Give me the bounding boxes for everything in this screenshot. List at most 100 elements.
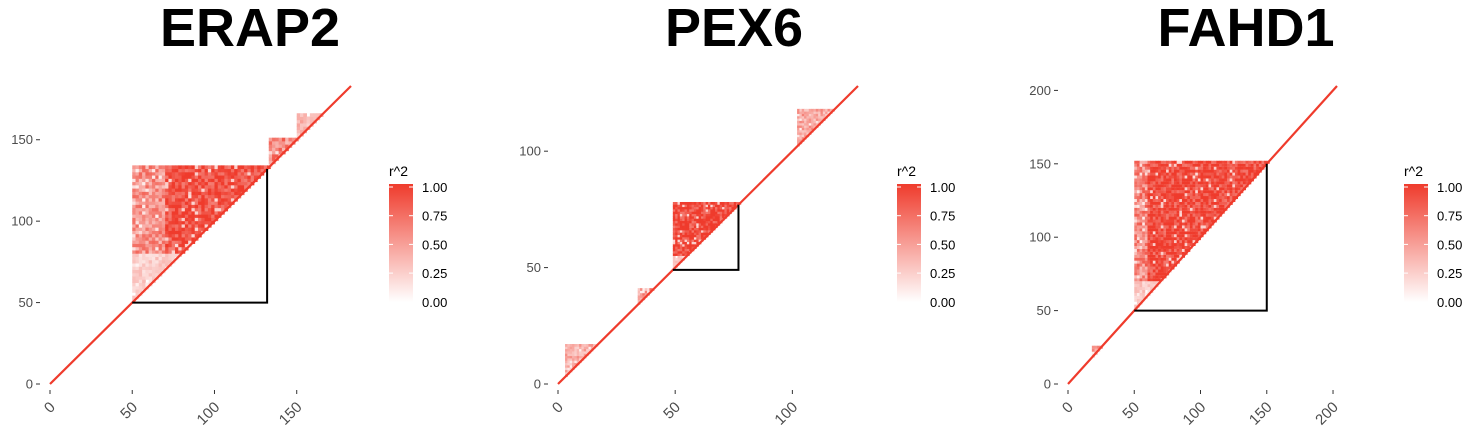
heatmap-cell: [1248, 172, 1252, 176]
heatmap-cell: [1134, 190, 1138, 194]
heatmap-cell: [181, 214, 186, 218]
heatmap-cell: [181, 178, 186, 183]
heatmap-cell: [155, 175, 159, 179]
heatmap-cell: [1179, 228, 1183, 232]
heatmap-cell: [804, 122, 807, 126]
heatmap-cell: [142, 237, 146, 241]
heatmap-cell: [1166, 175, 1170, 179]
heatmap-cell: [244, 184, 248, 189]
heatmap-cell: [682, 255, 685, 259]
heatmap-cell: [178, 194, 182, 199]
heatmap-cell: [682, 218, 685, 222]
heatmap-cell: [1147, 278, 1151, 282]
heatmap-cell: [1181, 231, 1186, 235]
heatmap-cell: [145, 259, 150, 264]
heatmap-cell: [799, 108, 803, 112]
y-tick-label: 50: [527, 260, 541, 275]
heatmap-cell: [818, 115, 821, 119]
heatmap-cell: [1150, 248, 1154, 252]
heatmap-cell: [1160, 195, 1164, 200]
heatmap-cell: [712, 220, 716, 224]
heatmap-cell: [719, 213, 723, 217]
heatmap-cell: [148, 181, 153, 186]
heatmap-cell: [1147, 257, 1151, 261]
heatmap-cell: [1205, 195, 1209, 200]
heatmap-cell: [217, 204, 222, 209]
heatmap-cell: [717, 204, 721, 208]
heatmap-cell: [1187, 245, 1191, 249]
heatmap-cell: [1189, 210, 1193, 214]
heatmap-cell: [151, 210, 156, 215]
heatmap-cell: [132, 184, 136, 189]
heatmap-cell: [1166, 254, 1170, 258]
heatmap-cell: [1197, 160, 1201, 164]
heatmap-cell: [729, 201, 732, 205]
heatmap-cell: [161, 240, 166, 244]
heatmap-cell: [1134, 228, 1138, 232]
heatmap-cell: [818, 111, 821, 114]
heatmap-cell: [300, 113, 304, 117]
heatmap-cell: [158, 194, 163, 199]
heatmap-cell: [1136, 204, 1140, 208]
heatmap-cell: [168, 171, 173, 176]
heatmap-cell: [1179, 172, 1183, 176]
heatmap-cell: [1144, 225, 1148, 229]
heatmap-cell: [168, 210, 173, 215]
heatmap-cell: [1147, 289, 1151, 293]
heatmap-cell: [240, 175, 245, 179]
heatmap-cell: [132, 276, 136, 280]
heatmap-cell: [217, 191, 222, 196]
heatmap-cell: [191, 223, 196, 228]
heatmap-cell: [1192, 190, 1196, 194]
heatmap-cell: [1136, 190, 1140, 194]
heatmap-cell: [1158, 160, 1162, 164]
heatmap-cell: [574, 346, 578, 350]
heatmap-cell: [155, 227, 159, 231]
heatmap-cell: [148, 178, 153, 183]
heatmap-cell: [1136, 175, 1140, 179]
heatmap-cell: [184, 207, 189, 212]
heatmap-cell: [1213, 181, 1217, 185]
heatmap-cell: [211, 210, 215, 215]
panel-pex6: PEX6 0 50 100 0 50 100 r^2 1.00 0.75 0.50 0.25 0.00: [492, 0, 984, 445]
heatmap-cell: [142, 227, 146, 231]
heatmap-cell: [1229, 169, 1233, 173]
heatmap-cell: [797, 141, 800, 145]
heatmap-cell: [132, 223, 136, 228]
heatmap-cell: [1189, 181, 1193, 185]
heatmap-cell: [1155, 254, 1159, 258]
heatmap-cell: [1142, 281, 1146, 285]
heatmap-cell: [142, 168, 146, 173]
heatmap-cell: [1171, 240, 1175, 244]
heatmap-cell: [207, 181, 212, 186]
heatmap-cell: [1168, 219, 1172, 223]
heatmap-cell: [675, 257, 678, 261]
heatmap-cell: [1216, 210, 1220, 214]
heatmap-cell: [815, 122, 819, 126]
heatmap-cell: [161, 223, 166, 228]
heatmap-cell: [1189, 216, 1193, 220]
heatmap-cell: [1221, 190, 1225, 194]
heatmap-cell: [677, 206, 681, 210]
heatmap-cell: [132, 243, 136, 248]
heatmap-cell: [1179, 245, 1183, 249]
heatmap-cell: [1144, 166, 1148, 170]
heatmap-cell: [201, 207, 206, 212]
heatmap-cell: [703, 204, 707, 208]
heatmap-cell: [1234, 184, 1239, 188]
heatmap-cell: [825, 113, 828, 117]
heatmap-cell: [1192, 195, 1196, 200]
heatmap-cell: [1144, 234, 1148, 238]
heatmap-cell: [1227, 166, 1231, 170]
heatmap-cell: [708, 222, 711, 226]
heatmap-cell: [799, 122, 803, 126]
heatmap-cell: [151, 272, 156, 277]
heatmap-cell: [811, 113, 814, 117]
heatmap-cell: [1142, 248, 1146, 252]
heatmap-cell: [234, 191, 238, 196]
heatmap-cell: [1216, 172, 1220, 176]
heatmap-cell: [1142, 181, 1146, 185]
legend-tick-label: 0.50: [422, 237, 447, 252]
heatmap-cell: [813, 111, 817, 114]
heatmap-cell: [309, 116, 314, 121]
